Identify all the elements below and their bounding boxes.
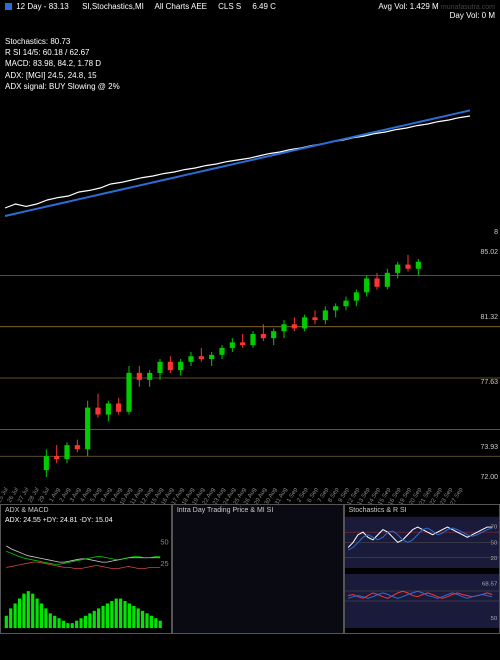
svg-text:8: 8	[494, 229, 498, 236]
panel1-title: ADX & MACD	[5, 507, 49, 514]
svg-text:73.93: 73.93	[480, 444, 498, 451]
watermark: munafasutra.com	[441, 4, 495, 11]
all-charts-label: All Charts AEE	[155, 2, 207, 11]
footer-spacer	[0, 634, 500, 644]
svg-text:70: 70	[490, 525, 498, 531]
svg-text:50: 50	[490, 540, 498, 546]
sub-panels: ADX & MACD ADX: 24.55 +DY: 24.81 -DY: 15…	[0, 504, 500, 634]
svg-text:72.00: 72.00	[480, 474, 498, 481]
svg-text:25: 25	[160, 560, 168, 568]
svg-text:20: 20	[490, 556, 498, 562]
panel3-title: Stochastics & R SI	[349, 507, 407, 514]
chart-header: 12 Day - 83.13 SI,Stochastics,MI All Cha…	[0, 0, 500, 34]
panel1-subtitle: ADX: 24.55 +DY: 24.81 -DY: 15.04	[5, 517, 113, 524]
sma-label: 12 Day - 83.13	[16, 2, 68, 11]
adx-value: ADX: [MGI] 24.5, 24.8, 15	[5, 70, 495, 81]
rsi-value: R SI 14/5: 60.18 / 62.67	[5, 47, 495, 58]
svg-text:85.02: 85.02	[480, 249, 498, 256]
macd-value: MACD: 83.98, 84.2, 1.78 D	[5, 58, 495, 69]
indicator-list: SI,Stochastics,MI	[82, 2, 144, 11]
svg-text:68.57: 68.57	[482, 582, 498, 588]
indicator-readout: Stochastics: 80.73 R SI 14/5: 60.18 / 62…	[0, 34, 500, 94]
stochastics-rsi-panel[interactable]: Stochastics & R SI 70 50 20 68.57 50	[344, 504, 500, 634]
avg-vol: Avg Vol: 1.429 M	[378, 2, 438, 11]
stoch-value: Stochastics: 80.73	[5, 36, 495, 47]
adx-macd-panel[interactable]: ADX & MACD ADX: 24.55 +DY: 24.81 -DY: 15…	[0, 504, 172, 634]
adx-signal: ADX signal: BUY Slowing @ 2%	[5, 81, 495, 92]
intraday-panel[interactable]: Intra Day Trading Price & MI SI	[172, 504, 344, 634]
svg-text:50: 50	[490, 616, 498, 622]
sma-color-swatch	[5, 3, 12, 10]
main-chart[interactable]: 885.0281.3277.6373.9372.0025 Jul26 Jul27…	[0, 94, 500, 504]
c-label: 6.49 C	[252, 2, 276, 11]
cls-label: CLS S	[218, 2, 241, 11]
svg-text:77.63: 77.63	[480, 379, 498, 386]
svg-text:81.32: 81.32	[480, 314, 498, 321]
svg-text:50: 50	[160, 539, 168, 547]
day-vol: Day Vol: 0 M	[378, 11, 495, 20]
panel2-title: Intra Day Trading Price & MI SI	[177, 507, 273, 514]
